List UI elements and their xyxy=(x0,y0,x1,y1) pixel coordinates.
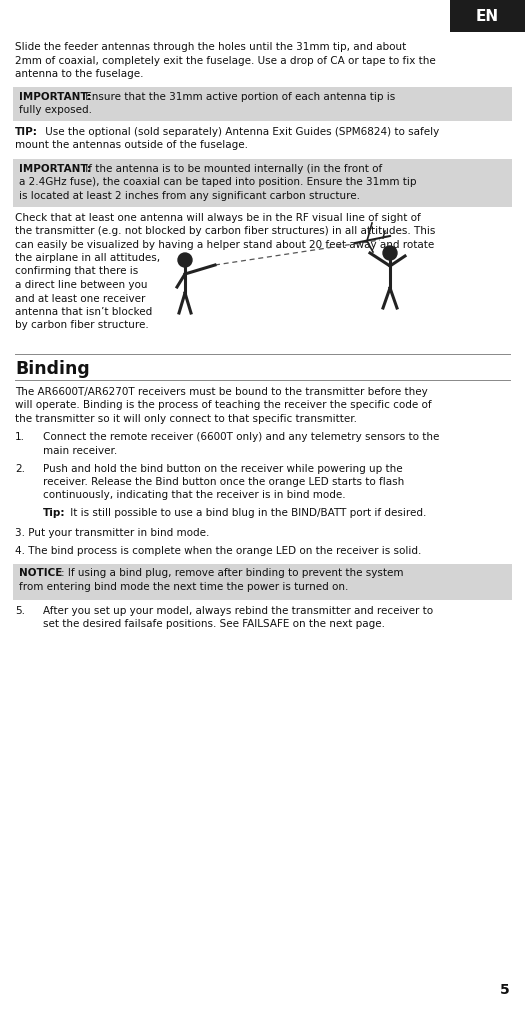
Text: fully exposed.: fully exposed. xyxy=(19,105,92,115)
Text: NOTICE: NOTICE xyxy=(19,568,62,579)
FancyBboxPatch shape xyxy=(13,86,512,121)
Text: the transmitter so it will only connect to that specific transmitter.: the transmitter so it will only connect … xyxy=(15,414,357,424)
Text: 5: 5 xyxy=(500,983,510,997)
Text: Ensure that the 31mm active portion of each antenna tip is: Ensure that the 31mm active portion of e… xyxy=(82,91,395,102)
Text: the transmitter (e.g. not blocked by carbon fiber structures) in all attitudes. : the transmitter (e.g. not blocked by car… xyxy=(15,226,435,236)
Text: antenna that isn’t blocked: antenna that isn’t blocked xyxy=(15,307,152,317)
Text: 3. Put your transmitter in bind mode.: 3. Put your transmitter in bind mode. xyxy=(15,528,209,538)
Text: The AR6600T/AR6270T receivers must be bound to the transmitter before they: The AR6600T/AR6270T receivers must be bo… xyxy=(15,387,428,397)
FancyBboxPatch shape xyxy=(13,563,512,600)
Text: : If using a bind plug, remove after binding to prevent the system: : If using a bind plug, remove after bin… xyxy=(61,568,404,579)
Text: 2mm of coaxial, completely exit the fuselage. Use a drop of CA or tape to fix th: 2mm of coaxial, completely exit the fuse… xyxy=(15,56,436,66)
Text: mount the antennas outside of the fuselage.: mount the antennas outside of the fusela… xyxy=(15,140,248,150)
Circle shape xyxy=(383,246,397,260)
Text: 2.: 2. xyxy=(15,464,25,474)
Text: antenna to the fuselage.: antenna to the fuselage. xyxy=(15,69,143,79)
Text: TIP:: TIP: xyxy=(15,127,38,136)
Text: a 2.4GHz fuse), the coaxial can be taped into position. Ensure the 31mm tip: a 2.4GHz fuse), the coaxial can be taped… xyxy=(19,177,416,187)
Text: the airplane in all attitudes,: the airplane in all attitudes, xyxy=(15,253,160,263)
Text: is located at least 2 inches from any significant carbon structure.: is located at least 2 inches from any si… xyxy=(19,191,360,201)
Text: a direct line between you: a direct line between you xyxy=(15,280,148,290)
Text: 4. The bind process is complete when the orange LED on the receiver is solid.: 4. The bind process is complete when the… xyxy=(15,546,422,556)
Text: from entering bind mode the next time the power is turned on.: from entering bind mode the next time th… xyxy=(19,582,349,592)
Text: Connect the remote receiver (6600T only) and any telemetry sensors to the: Connect the remote receiver (6600T only)… xyxy=(43,432,439,443)
Text: receiver. Release the Bind button once the orange LED starts to flash: receiver. Release the Bind button once t… xyxy=(43,477,404,487)
Text: main receiver.: main receiver. xyxy=(43,446,117,456)
Text: EN: EN xyxy=(476,8,499,23)
Text: Check that at least one antenna will always be in the RF visual line of sight of: Check that at least one antenna will alw… xyxy=(15,212,421,222)
Text: After you set up your model, always rebind the transmitter and receiver to: After you set up your model, always rebi… xyxy=(43,606,433,615)
Text: Binding: Binding xyxy=(15,360,90,378)
Text: can easily be visualized by having a helper stand about 20 feet away and rotate: can easily be visualized by having a hel… xyxy=(15,240,434,250)
Text: 5.: 5. xyxy=(15,606,25,615)
Text: set the desired failsafe positions. See FAILSAFE on the next page.: set the desired failsafe positions. See … xyxy=(43,619,385,629)
Text: Use the optional (sold separately) Antenna Exit Guides (SPM6824) to safely: Use the optional (sold separately) Anten… xyxy=(42,127,439,136)
Text: continuously, indicating that the receiver is in bind mode.: continuously, indicating that the receiv… xyxy=(43,490,345,500)
FancyBboxPatch shape xyxy=(13,158,512,206)
Text: 1.: 1. xyxy=(15,432,25,443)
Circle shape xyxy=(178,253,192,267)
Text: Push and hold the bind button on the receiver while powering up the: Push and hold the bind button on the rec… xyxy=(43,464,403,474)
Text: IMPORTANT:: IMPORTANT: xyxy=(19,91,91,102)
Text: and at least one receiver: and at least one receiver xyxy=(15,293,145,303)
Text: by carbon fiber structure.: by carbon fiber structure. xyxy=(15,321,149,331)
Text: It is still possible to use a bind blug in the BIND/BATT port if desired.: It is still possible to use a bind blug … xyxy=(67,508,426,518)
Text: If the antenna is to be mounted internally (in the front of: If the antenna is to be mounted internal… xyxy=(82,163,382,174)
Text: IMPORTANT:: IMPORTANT: xyxy=(19,163,91,174)
Text: Tip:: Tip: xyxy=(43,508,66,518)
FancyBboxPatch shape xyxy=(450,0,525,32)
Text: will operate. Binding is the process of teaching the receiver the specific code : will operate. Binding is the process of … xyxy=(15,401,432,410)
Text: confirming that there is: confirming that there is xyxy=(15,267,138,276)
Text: Slide the feeder antennas through the holes until the 31mm tip, and about: Slide the feeder antennas through the ho… xyxy=(15,42,406,52)
